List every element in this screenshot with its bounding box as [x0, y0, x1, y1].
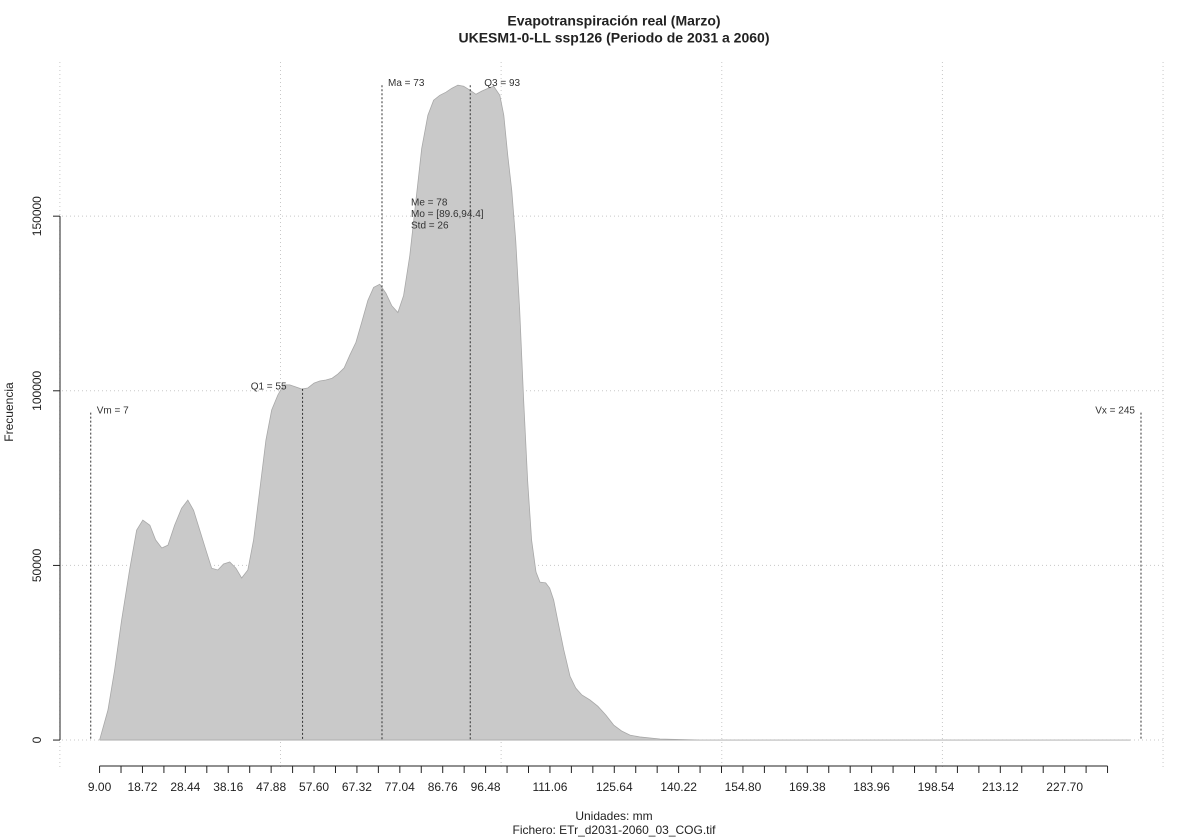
y-tick-label: 50000 [30, 548, 44, 582]
x-tick-label: 140.22 [660, 780, 697, 794]
x-tick-label: 38.16 [213, 780, 243, 794]
marker-label: Q3 = 93 [484, 78, 520, 89]
stat-label: Mo = [89.6,94.4] [411, 209, 484, 220]
x-tick-label: 154.80 [725, 780, 762, 794]
x-tick-label: 28.44 [170, 780, 200, 794]
marker-label: Ma = 73 [388, 78, 425, 89]
x-tick-label: 96.48 [471, 780, 501, 794]
x-tick-label: 198.54 [918, 780, 955, 794]
marker-label: Vx = 245 [1095, 405, 1135, 416]
x-tick-label: 169.38 [789, 780, 826, 794]
x-tick-label: 77.04 [385, 780, 415, 794]
x-tick-label: 67.32 [342, 780, 372, 794]
chart-subtitle: UKESM1-0-LL ssp126 (Periodo de 2031 a 20… [459, 30, 770, 46]
y-tick-label: 100000 [30, 370, 44, 410]
x-tick-label: 183.96 [853, 780, 890, 794]
y-tick-label: 0 [30, 736, 44, 743]
x-tick-label: 18.72 [127, 780, 157, 794]
y-axis-label: Frecuencia [2, 382, 16, 442]
marker-label: Q1 = 55 [251, 382, 287, 393]
marker-label: Vm = 7 [97, 405, 129, 416]
x-tick-label: 213.12 [982, 780, 1019, 794]
x-tick-label: 57.60 [299, 780, 329, 794]
stat-label: Std = 26 [411, 221, 449, 232]
x-tick-label: 86.76 [428, 780, 458, 794]
density-area [99, 84, 1131, 741]
x-axis-label: Unidades: mm [575, 809, 652, 823]
chart-title: Evapotranspiración real (Marzo) [507, 13, 720, 29]
x-tick-label: 125.64 [596, 780, 633, 794]
x-tick-label: 111.06 [532, 780, 567, 794]
caption: Fichero: ETr_d2031-2060_03_COG.tif [513, 823, 717, 837]
stat-label: Me = 78 [411, 198, 448, 209]
x-tick-label: 47.88 [256, 780, 286, 794]
x-tick-label: 9.00 [88, 780, 112, 794]
x-tick-label: 227.70 [1046, 780, 1083, 794]
y-tick-label: 150000 [30, 196, 44, 236]
